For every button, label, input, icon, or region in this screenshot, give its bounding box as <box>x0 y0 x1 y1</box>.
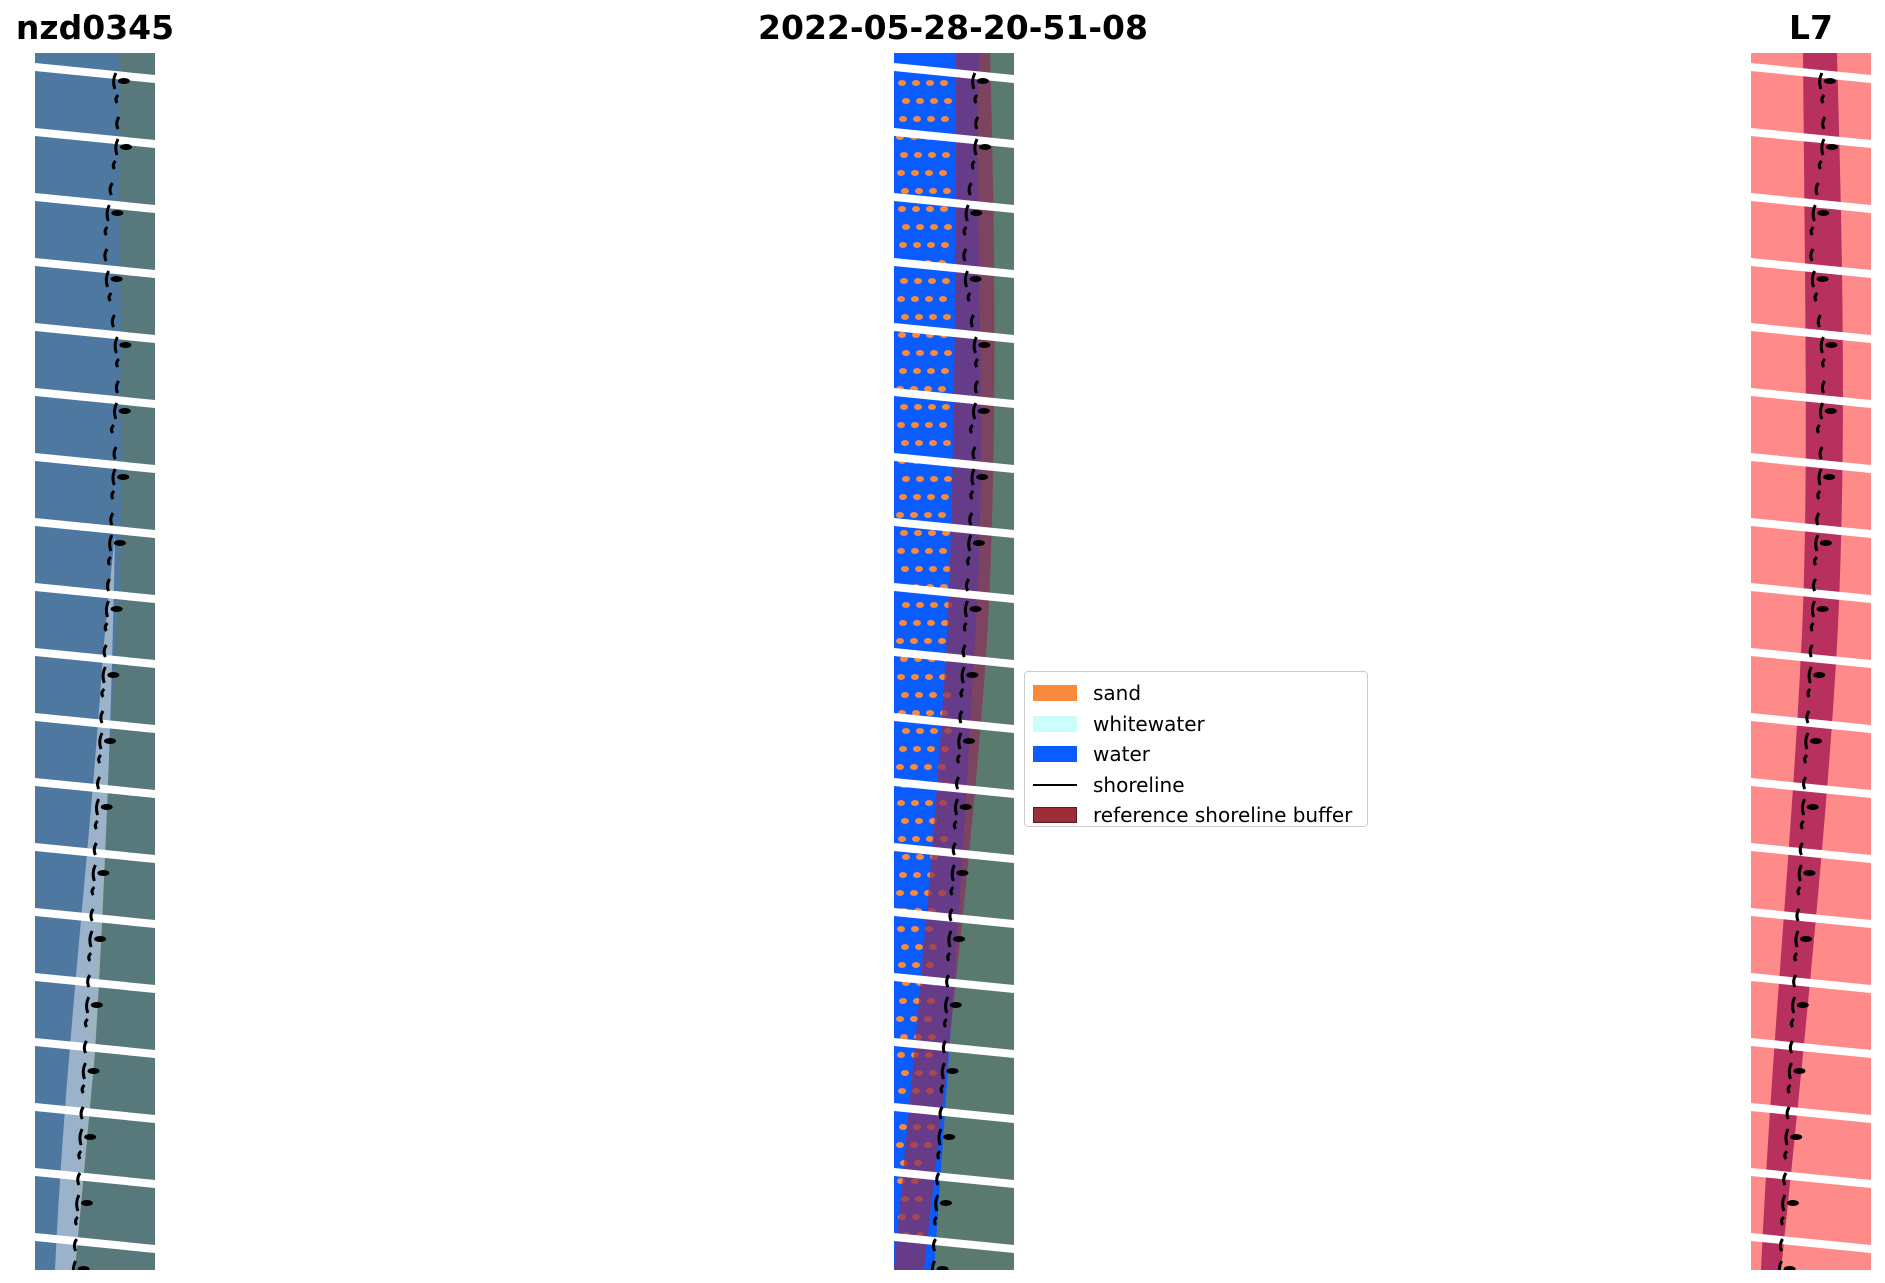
shoreline-swatch <box>1033 777 1077 793</box>
classified-image-panel <box>894 53 1014 1270</box>
legend-item-reference-buffer: reference shoreline buffer <box>1033 800 1359 831</box>
legend-label: shoreline <box>1093 772 1185 797</box>
whitewater-swatch <box>1033 715 1077 732</box>
legend-label: water <box>1093 742 1150 767</box>
cloud-mask-panel <box>1751 53 1871 1270</box>
legend-label: reference shoreline buffer <box>1093 803 1353 828</box>
legend-label: whitewater <box>1093 711 1205 736</box>
title-left: nzd0345 <box>15 8 175 47</box>
legend-item-water: water <box>1033 739 1359 770</box>
cloud-mask-image <box>1751 53 1871 1270</box>
title-center: 2022-05-28-20-51-08 <box>758 8 1148 47</box>
reference-buffer-swatch <box>1033 807 1077 824</box>
legend-item-sand: sand <box>1033 678 1359 709</box>
classified-image <box>894 53 1014 1270</box>
legend: sand whitewater water shoreline referenc… <box>1024 671 1368 827</box>
water-swatch <box>1033 746 1077 763</box>
legend-item-whitewater: whitewater <box>1033 709 1359 740</box>
legend-label: sand <box>1093 681 1142 706</box>
rgb-image-panel <box>35 53 155 1270</box>
title-right: L7 <box>1789 8 1833 47</box>
sand-swatch <box>1033 685 1077 702</box>
legend-item-shoreline: shoreline <box>1033 770 1359 801</box>
rgb-image <box>35 53 155 1270</box>
